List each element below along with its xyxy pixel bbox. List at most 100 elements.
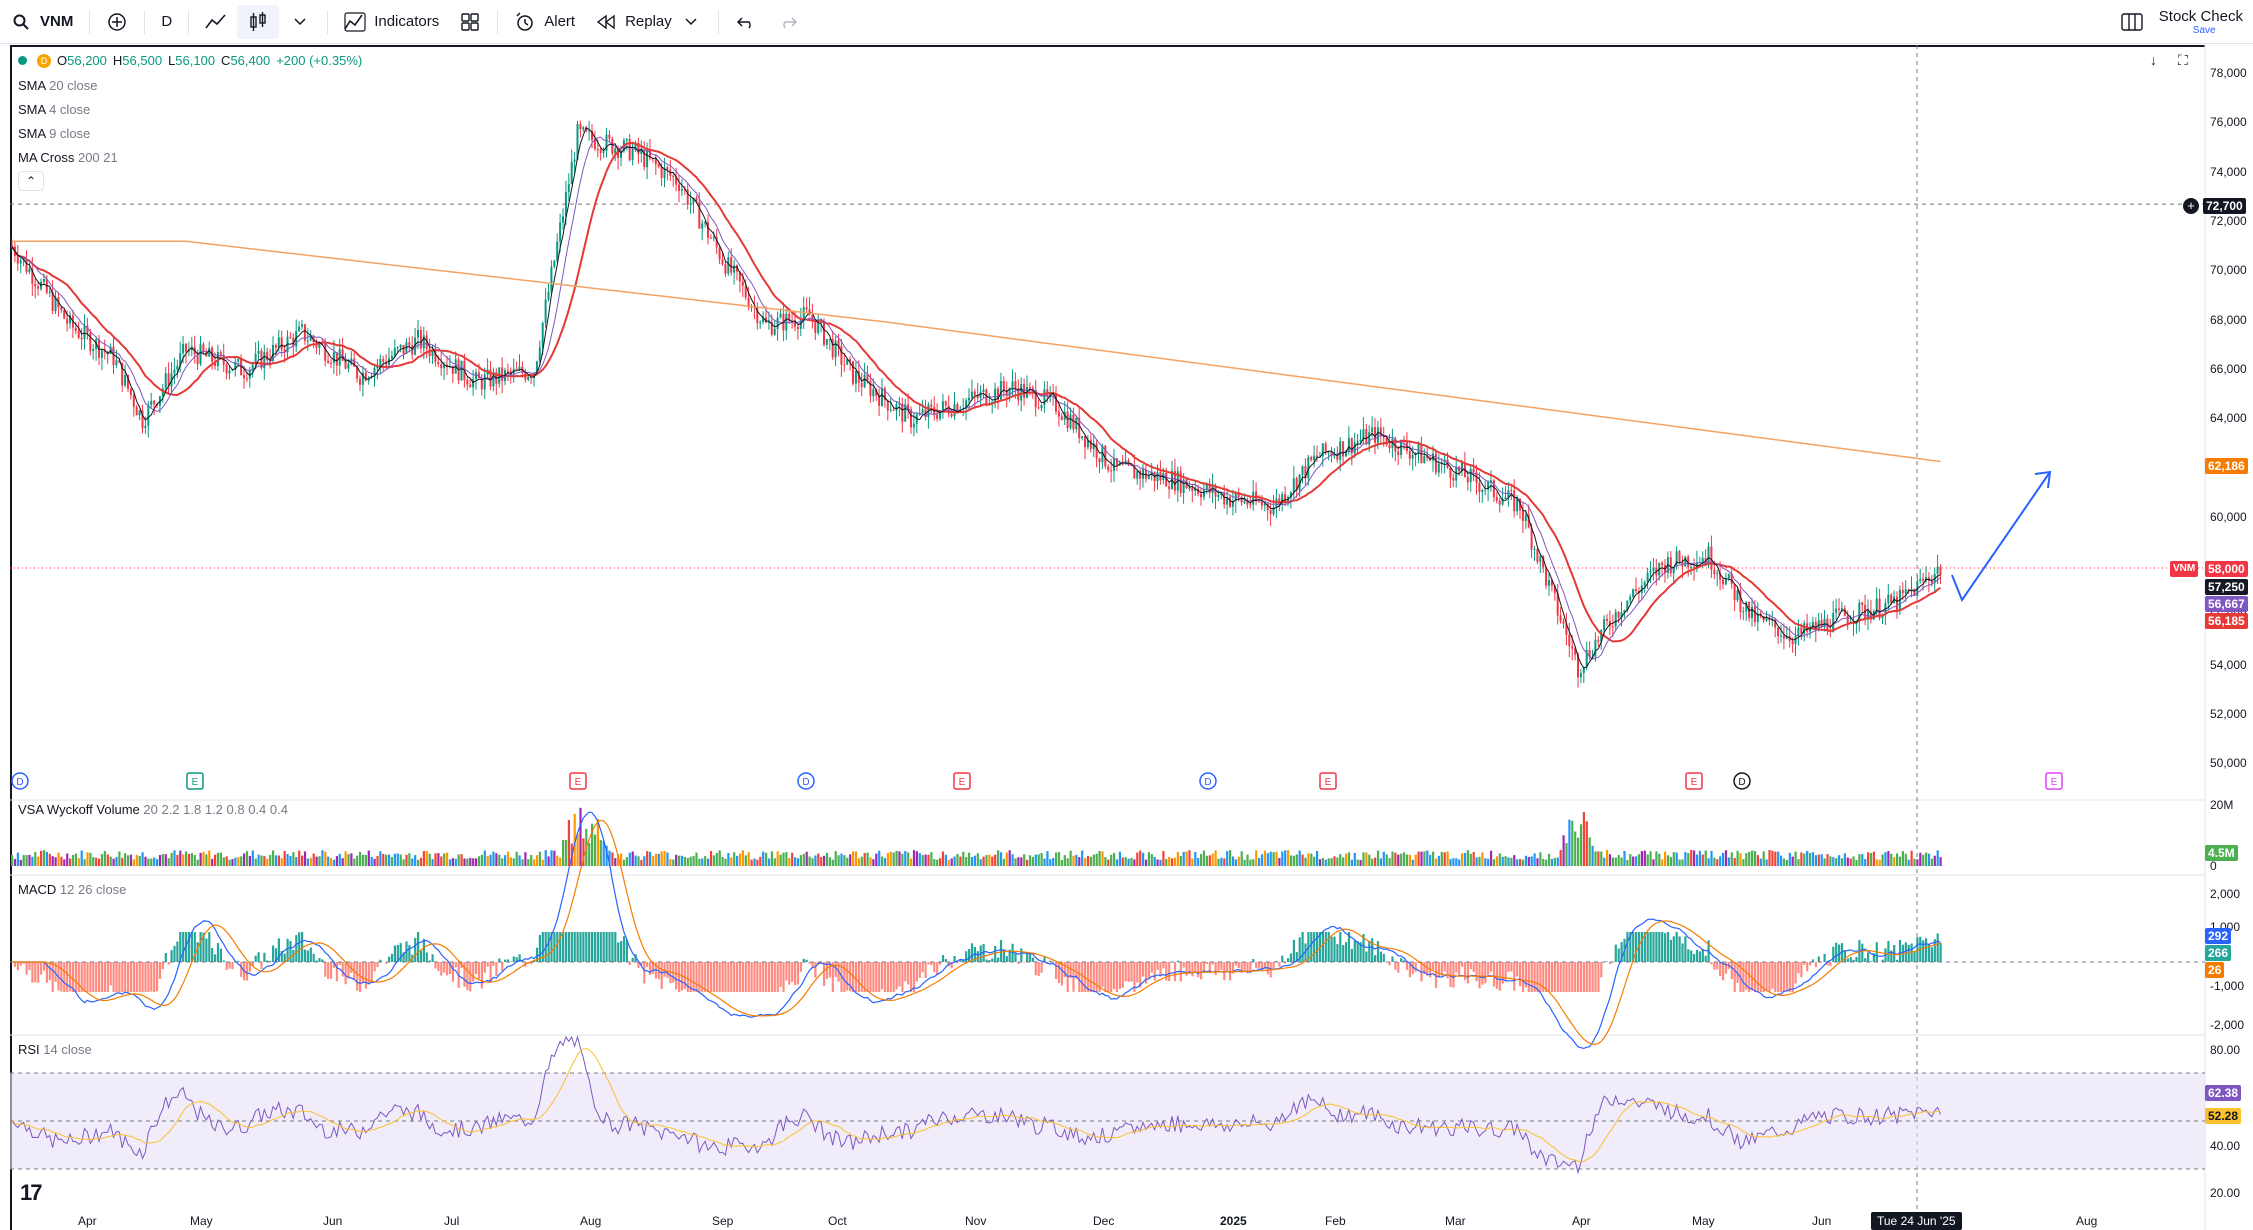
- macd-histogram-bar: [330, 962, 333, 979]
- volume-bar: [34, 851, 37, 866]
- time-axis-tick: Aug: [580, 1214, 602, 1228]
- symbol-search[interactable]: VNM: [0, 0, 83, 44]
- candle-body: [1098, 458, 1101, 463]
- macd-histogram-bar: [1504, 962, 1507, 981]
- sma20-price-tag: 56,185: [2205, 613, 2248, 629]
- scroll-to-latest-button[interactable]: ↓: [2150, 52, 2157, 68]
- volume-bar: [863, 853, 866, 866]
- macd-histogram-bar: [1484, 962, 1487, 984]
- candle-body: [509, 371, 512, 374]
- indicator-legend-sma9[interactable]: SMA 9 close: [18, 126, 90, 141]
- layout-name-button[interactable]: Stock Check Save: [2159, 9, 2243, 36]
- volume-bar: [1168, 856, 1171, 866]
- alert-button[interactable]: Alert: [504, 0, 585, 44]
- price-axis-tick: 76,000: [2210, 115, 2247, 130]
- candle-body: [1794, 636, 1797, 645]
- volume-bar: [1664, 851, 1667, 866]
- toolbar-divider: [717, 9, 719, 34]
- candle-body: [182, 343, 185, 354]
- volume-bar: [214, 854, 217, 866]
- volume-bar: [617, 854, 620, 866]
- undo-button[interactable]: [725, 0, 767, 44]
- volume-bar: [434, 853, 437, 866]
- candle-body: [1527, 514, 1530, 528]
- macd-histogram-bar: [1516, 962, 1519, 977]
- rsi-legend[interactable]: RSI 14 close: [18, 1042, 92, 1057]
- volume-bar: [1597, 851, 1600, 866]
- volume-bar: [1495, 856, 1498, 866]
- macd-histogram-bar: [1113, 962, 1116, 990]
- candle-body: [767, 321, 770, 323]
- candle-body: [1397, 451, 1400, 455]
- macd-histogram-bar: [878, 962, 881, 992]
- line-chart-type-button[interactable]: [195, 0, 237, 44]
- chart-area[interactable]: [10, 45, 2205, 1230]
- candle-chart-type-button[interactable]: [237, 4, 280, 39]
- volume-bar: [709, 851, 713, 866]
- candle-body: [773, 328, 776, 335]
- volume-bar: [13, 858, 17, 866]
- collapse-legend-button[interactable]: ⌃: [18, 171, 44, 191]
- interval-button[interactable]: D: [151, 0, 182, 44]
- volume-bar: [1223, 858, 1226, 866]
- indicator-legend-sma20[interactable]: SMA 20 close: [18, 78, 98, 93]
- chart-type-dropdown[interactable]: [279, 0, 321, 44]
- volume-bar: [802, 853, 805, 866]
- chevron-down-icon[interactable]: [680, 11, 702, 33]
- volume-bar: [860, 856, 863, 866]
- indicator-legend-ma-cross[interactable]: MA Cross 200 21: [18, 150, 118, 165]
- macd-histogram-bar: [1426, 962, 1429, 976]
- templates-button[interactable]: [449, 0, 491, 44]
- volume-bar: [228, 859, 231, 866]
- volume-bar: [608, 850, 611, 866]
- replay-button[interactable]: Replay: [585, 0, 712, 44]
- candle-body: [1751, 606, 1753, 619]
- volume-bar: [1661, 859, 1664, 866]
- macd-histogram-bar: [1037, 962, 1040, 976]
- volume-bar: [1275, 851, 1278, 866]
- candle-body: [202, 344, 205, 353]
- volume-bar: [707, 858, 710, 866]
- maximize-pane-button[interactable]: ⛶: [2178, 52, 2188, 69]
- chevron-up-icon: ⌃: [25, 174, 37, 188]
- volume-bar: [770, 851, 773, 866]
- macd-histogram-bar: [956, 962, 959, 964]
- indicator-params: 20 close: [49, 78, 98, 93]
- candle-body: [1252, 491, 1255, 505]
- indicators-button[interactable]: Indicators: [334, 0, 449, 44]
- volume-bar: [1635, 856, 1638, 866]
- volume-bar: [1936, 850, 1939, 866]
- volume-bar: [1765, 859, 1768, 866]
- candle-body: [1028, 386, 1031, 388]
- candle-body: [156, 404, 158, 406]
- candle-body: [240, 359, 243, 376]
- layout-columns-icon[interactable]: [2121, 11, 2143, 33]
- volume-bar: [1461, 853, 1464, 866]
- macd-legend[interactable]: MACD 12 26 close: [18, 882, 126, 897]
- indicator-name: MACD: [18, 882, 57, 897]
- candle-body: [103, 350, 106, 353]
- volume-bar: [811, 858, 814, 866]
- volume-bar: [451, 858, 454, 866]
- macd-histogram-bar: [663, 962, 666, 977]
- compare-button[interactable]: [96, 0, 138, 44]
- macd-histogram-bar: [86, 962, 89, 992]
- macd-histogram-bar: [356, 962, 359, 991]
- price-axis-tick: 66,000: [2210, 361, 2247, 376]
- candle-body: [538, 347, 541, 362]
- volume-bar: [489, 854, 492, 866]
- macd-histogram-bar: [843, 962, 846, 992]
- tradingview-logo[interactable]: 17: [20, 1180, 43, 1205]
- candle-body: [1374, 427, 1376, 443]
- redo-button[interactable]: [767, 0, 809, 44]
- macd-histogram-bar: [1765, 962, 1768, 992]
- macd-histogram-bar: [440, 962, 443, 976]
- volume-legend[interactable]: VSA Wyckoff Volume 20 2.2 1.8 1.2 0.8 0.…: [18, 802, 288, 817]
- indicator-legend-sma4[interactable]: SMA 4 close: [18, 102, 90, 117]
- volume-bar: [718, 850, 721, 866]
- candle-body: [274, 344, 277, 348]
- add-alert-plus-icon[interactable]: +: [2183, 198, 2199, 214]
- volume-bar: [524, 852, 527, 866]
- macd-histogram-bar: [25, 962, 28, 975]
- volume-bar: [1794, 851, 1797, 866]
